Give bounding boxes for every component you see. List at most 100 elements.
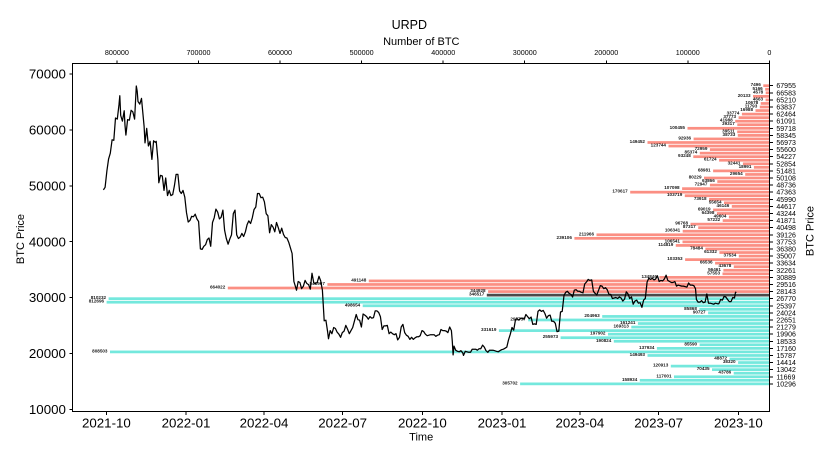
svg-text:170617: 170617: [612, 189, 628, 194]
svg-text:2022-04: 2022-04: [240, 416, 289, 431]
svg-text:114819: 114819: [658, 242, 674, 247]
svg-text:103353: 103353: [667, 256, 683, 261]
svg-text:346517: 346517: [469, 292, 485, 297]
svg-text:29516: 29516: [776, 282, 796, 289]
svg-text:66583: 66583: [776, 90, 796, 97]
svg-text:103719: 103719: [667, 192, 683, 197]
svg-text:28143: 28143: [776, 289, 796, 296]
svg-text:43244: 43244: [776, 211, 796, 218]
svg-text:39511: 39511: [722, 128, 735, 133]
svg-text:541907: 541907: [310, 281, 326, 286]
svg-text:10296: 10296: [776, 381, 796, 388]
svg-text:92936: 92936: [678, 135, 691, 140]
svg-text:39126: 39126: [776, 232, 796, 239]
svg-text:87317: 87317: [683, 224, 696, 229]
svg-text:2023-01: 2023-01: [478, 416, 527, 431]
svg-text:20000: 20000: [29, 346, 66, 361]
svg-text:197902: 197902: [590, 331, 606, 336]
svg-text:57553: 57553: [707, 270, 720, 275]
svg-text:96768: 96768: [675, 221, 688, 226]
svg-text:59718: 59718: [776, 126, 796, 133]
svg-text:810232: 810232: [91, 295, 107, 300]
svg-text:29654: 29654: [730, 171, 743, 176]
svg-text:37534: 37534: [724, 253, 737, 258]
svg-text:11793: 11793: [745, 104, 758, 109]
svg-text:54227: 54227: [776, 154, 796, 161]
svg-text:90727: 90727: [693, 309, 706, 314]
svg-text:93248: 93248: [678, 153, 691, 158]
svg-text:204963: 204963: [584, 313, 600, 318]
svg-text:18533: 18533: [776, 339, 796, 346]
svg-text:11669: 11669: [776, 374, 795, 381]
svg-text:56973: 56973: [776, 140, 796, 147]
svg-text:2022-10: 2022-10: [398, 416, 447, 431]
svg-text:30000: 30000: [29, 290, 66, 305]
svg-text:14414: 14414: [776, 360, 796, 367]
svg-text:491148: 491148: [351, 277, 367, 282]
svg-text:85590: 85590: [684, 341, 697, 346]
svg-text:46146: 46146: [717, 203, 730, 208]
svg-text:10000: 10000: [29, 402, 66, 417]
svg-text:63837: 63837: [776, 105, 796, 112]
svg-text:45990: 45990: [776, 197, 796, 204]
svg-text:72959: 72959: [695, 146, 708, 151]
svg-text:37773: 37773: [723, 114, 736, 119]
svg-text:161241: 161241: [620, 320, 636, 325]
svg-text:BTC Price: BTC Price: [805, 206, 817, 256]
svg-text:Number of BTC: Number of BTC: [383, 36, 459, 48]
svg-text:43786: 43786: [718, 370, 731, 375]
svg-text:26770: 26770: [776, 296, 796, 303]
svg-text:2022-01: 2022-01: [162, 416, 211, 431]
svg-text:43678: 43678: [719, 263, 732, 268]
svg-text:67955: 67955: [776, 83, 796, 90]
svg-text:70435: 70435: [697, 366, 710, 371]
svg-text:300000: 300000: [513, 48, 537, 57]
svg-text:123744: 123744: [651, 143, 667, 148]
svg-text:106541: 106541: [665, 238, 681, 243]
svg-text:48736: 48736: [776, 183, 796, 190]
svg-text:400000: 400000: [431, 48, 455, 57]
svg-text:22651: 22651: [776, 317, 796, 324]
svg-text:73918: 73918: [694, 196, 707, 201]
svg-text:33634: 33634: [776, 261, 796, 268]
svg-text:80229: 80229: [689, 174, 702, 179]
svg-text:15787: 15787: [776, 353, 796, 360]
svg-text:16988: 16988: [740, 107, 753, 112]
svg-text:21279: 21279: [776, 325, 796, 332]
svg-text:55654: 55654: [709, 199, 722, 204]
svg-text:500000: 500000: [350, 48, 374, 57]
svg-text:100000: 100000: [676, 48, 700, 57]
svg-text:2023-10: 2023-10: [714, 416, 763, 431]
svg-text:25397: 25397: [776, 303, 796, 310]
svg-text:600000: 600000: [268, 48, 292, 57]
svg-text:63866: 63866: [702, 178, 715, 183]
svg-text:17160: 17160: [776, 346, 796, 353]
svg-text:5166: 5166: [752, 86, 763, 91]
svg-text:49604: 49604: [714, 214, 727, 219]
svg-text:331619: 331619: [481, 327, 497, 332]
svg-text:57222: 57222: [707, 217, 720, 222]
svg-text:2021-10: 2021-10: [82, 416, 131, 431]
svg-text:56461: 56461: [708, 267, 721, 272]
svg-text:134846: 134846: [642, 274, 658, 279]
svg-text:2022-07: 2022-07: [318, 416, 367, 431]
svg-text:85374: 85374: [685, 150, 698, 155]
svg-text:47363: 47363: [776, 190, 796, 197]
svg-text:55600: 55600: [776, 147, 796, 154]
svg-text:137934: 137934: [639, 345, 655, 350]
svg-text:344928: 344928: [470, 288, 486, 293]
svg-text:33774: 33774: [727, 111, 740, 116]
svg-text:61091: 61091: [776, 119, 796, 126]
svg-text:39317: 39317: [722, 121, 735, 126]
svg-text:305702: 305702: [502, 380, 518, 385]
svg-text:52854: 52854: [776, 161, 796, 168]
svg-text:2023-04: 2023-04: [555, 416, 604, 431]
svg-text:66536: 66536: [700, 260, 713, 265]
svg-text:58345: 58345: [776, 133, 796, 140]
svg-text:158934: 158934: [622, 377, 638, 382]
svg-text:35007: 35007: [776, 254, 796, 261]
svg-text:40000: 40000: [29, 234, 66, 249]
svg-text:7496: 7496: [751, 82, 762, 87]
svg-text:32441: 32441: [728, 160, 741, 165]
svg-text:68981: 68981: [698, 167, 711, 172]
